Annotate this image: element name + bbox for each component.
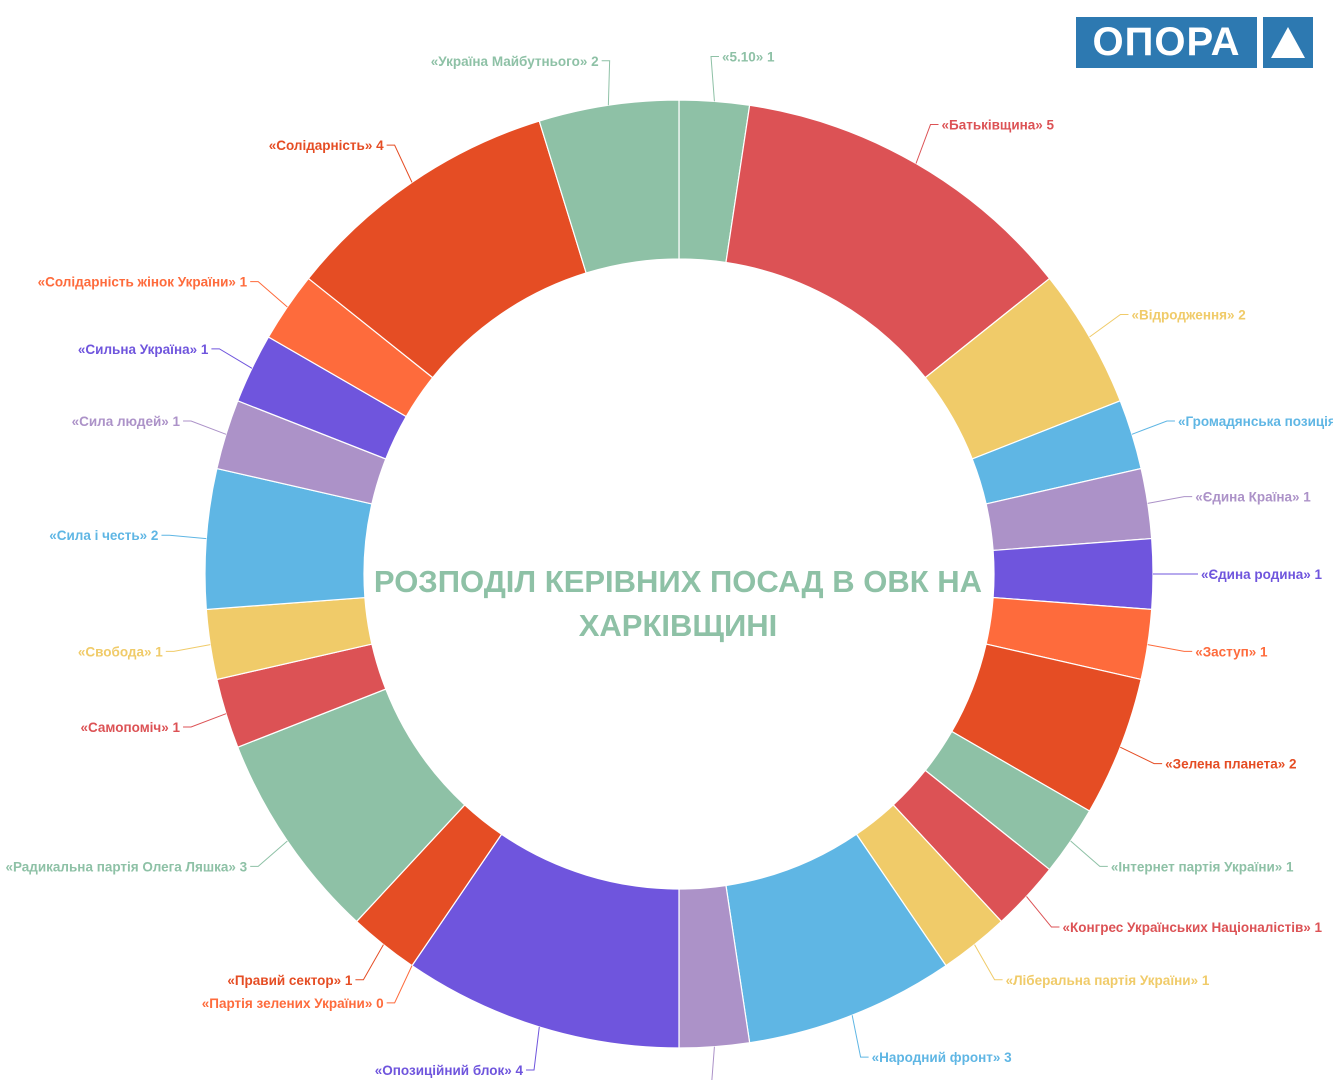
leader-line-2 — [915, 124, 939, 164]
leader-line-14 — [526, 1026, 540, 1071]
logo-wordmark: ОПОРА — [1076, 17, 1257, 68]
leader-line-1 — [710, 55, 719, 102]
leader-line-9 — [1070, 840, 1108, 867]
leader-line-21 — [183, 420, 227, 435]
leader-line-3 — [1089, 314, 1129, 338]
leader-line-8 — [1120, 746, 1163, 765]
leader-line-24 — [386, 144, 413, 183]
slice-label-9: «Інтернет партія України» 1 — [1111, 859, 1294, 874]
leader-line-11 — [974, 944, 1003, 981]
labels-group: «5.10» 1 «Батьківщина» 5 «Відродження» 2 «Г… — [5, 49, 1333, 1080]
opora-logo: ОПОРА — [1076, 17, 1313, 68]
leader-line-20 — [161, 534, 207, 540]
slice-label-17: «Радикальна партія Олега Ляшка» 3 — [5, 859, 247, 874]
slice-label-11: «Ліберальна партія України» 1 — [1006, 973, 1210, 988]
leader-line-16 — [355, 944, 384, 981]
chart-title: РОЗПОДІЛ КЕРІВНИХ ПОСАД В ОВК НА ХАРКІВЩ… — [373, 564, 983, 643]
slice-label-16: «Правий сектор» 1 — [227, 973, 353, 988]
slice-label-4: «Громадянська позиція» 1 — [1178, 414, 1333, 429]
slice-label-22: «Сильна Україна» 1 — [78, 342, 209, 357]
leader-line-7 — [1147, 644, 1193, 652]
slice-label-24: «Солідарність» 4 — [269, 138, 384, 153]
leader-line-13 — [711, 1046, 715, 1080]
slice-label-19: «Свобода» 1 — [78, 644, 163, 659]
leader-line-5 — [1147, 496, 1193, 504]
slice-label-23: «Солідарність жінок України» 1 — [38, 275, 248, 290]
slice-25[interactable] — [538, 99, 680, 274]
leader-line-23 — [250, 281, 288, 308]
leader-line-15 — [386, 965, 413, 1004]
slice-label-18: «Самопоміч» 1 — [80, 720, 180, 735]
leader-line-25 — [601, 60, 611, 106]
slice-label-3: «Відродження» 2 — [1131, 308, 1245, 323]
leader-line-17 — [250, 840, 288, 867]
slice-label-25: «Україна Майбутнього» 2 — [431, 54, 599, 69]
slice-label-7: «Заступ» 1 — [1195, 644, 1268, 659]
leader-line-4 — [1131, 420, 1175, 435]
leader-line-19 — [165, 644, 211, 652]
leader-line-12 — [851, 1015, 869, 1058]
slice-label-6: «Єдина родина» 1 — [1201, 567, 1322, 582]
leader-line-22 — [211, 348, 253, 369]
slices-group — [204, 99, 1154, 1049]
slice-label-14: «Опозиційний блок» 4 — [375, 1063, 524, 1078]
slice-label-2: «Батьківщина» 5 — [942, 118, 1055, 133]
slice-label-8: «Зелена планета» 2 — [1165, 757, 1296, 772]
triangle-logo-icon — [1263, 17, 1313, 68]
slice-label-15: «Партія зелених України» 0 — [202, 996, 384, 1011]
slice-label-20: «Сила і честь» 2 — [49, 528, 158, 543]
slice-label-21: «Сила людей» 1 — [72, 414, 181, 429]
slice-label-1: «5.10» 1 — [722, 49, 775, 64]
leader-line-10 — [1026, 896, 1060, 928]
slice-label-12: «Народний фронт» 3 — [872, 1050, 1012, 1065]
slice-label-5: «Єдина Країна» 1 — [1195, 490, 1311, 505]
leader-line-18 — [183, 713, 227, 728]
slice-label-10: «Конгрес Українських Націоналістів» 1 — [1062, 920, 1322, 935]
